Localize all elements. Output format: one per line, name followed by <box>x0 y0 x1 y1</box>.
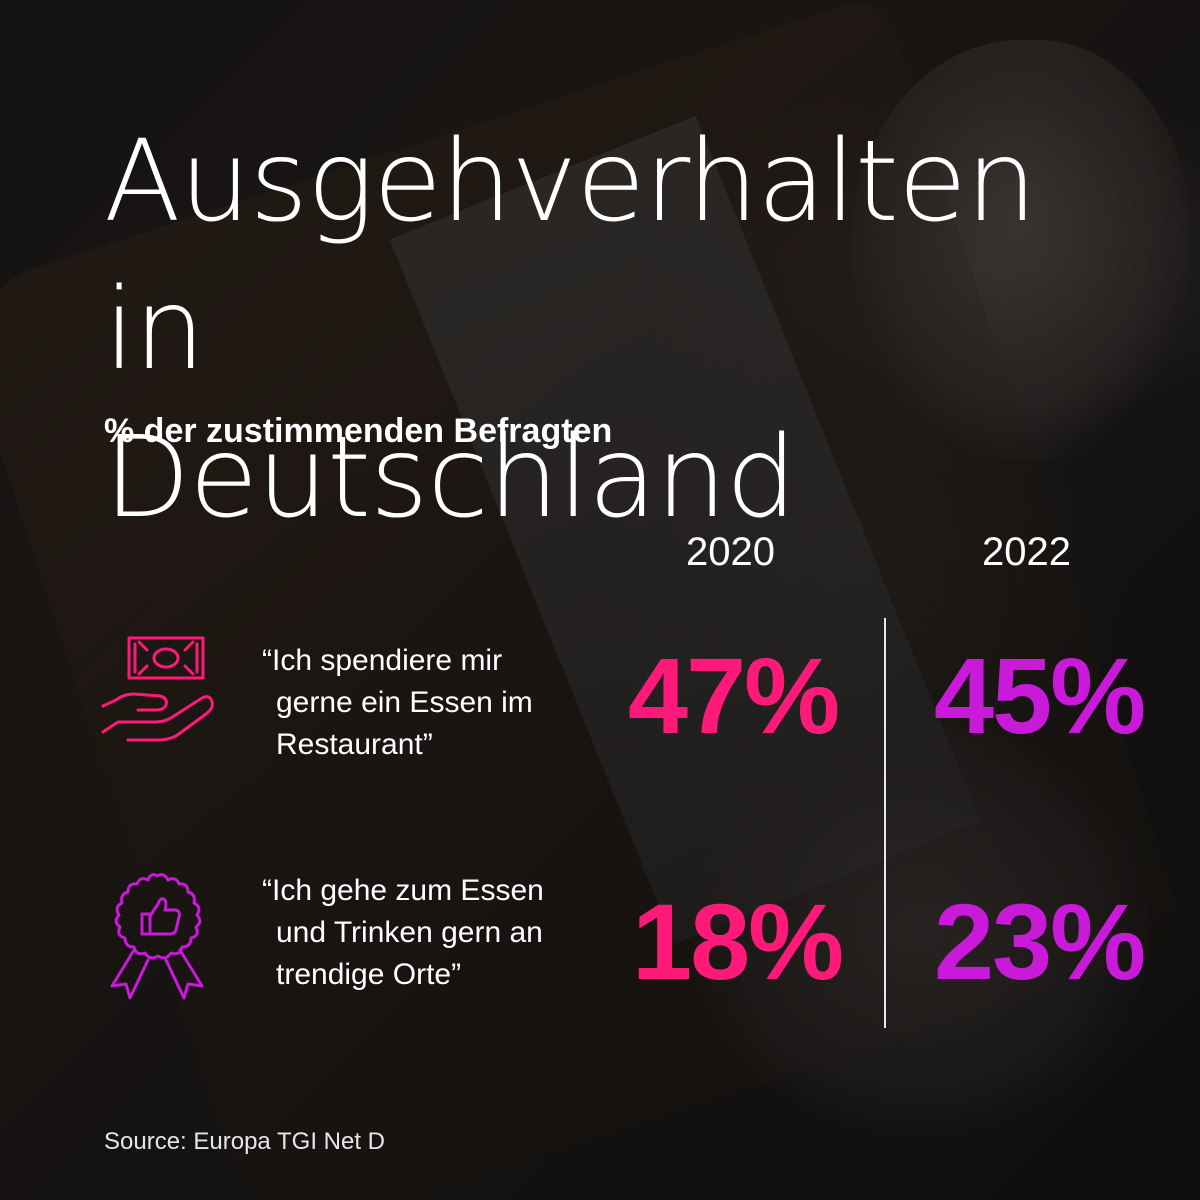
row-1-statement-line-3: Restaurant” <box>276 728 433 761</box>
row-1-statement-line-1: “Ich spendiere mir <box>262 644 503 677</box>
row-2-value-2020: 18% <box>632 881 844 1002</box>
money-hand-icon <box>101 636 214 742</box>
chart-title-line-2: Deutschland <box>104 413 797 543</box>
row-2-statement-line-1: “Ich gehe zum Essen <box>262 874 544 907</box>
row-2-statement-line-3: trendige Orte” <box>276 958 462 991</box>
row-2-value-2022: 23% <box>934 881 1146 1002</box>
source-note: Source: Europa TGI Net D <box>104 1128 386 1155</box>
column-divider <box>884 618 886 1028</box>
background-hand-top <box>850 40 1190 460</box>
chart-title-line-1: Ausgehverhalten in <box>104 117 1037 395</box>
row-1-value-2022: 45% <box>934 635 1146 756</box>
chart-title: Ausgehverhalten in Deutschland <box>104 108 1104 552</box>
row-1-value-2020: 47% <box>628 635 840 756</box>
background-hand-bottom <box>690 720 1150 1140</box>
chart-subtitle: % der zustimmenden Befragten <box>104 412 613 450</box>
row-1-statement-line-2: gerne ein Essen im <box>276 686 533 719</box>
column-header-2022: 2022 <box>982 530 1071 574</box>
row-1-statement: “Ich spendiere mir gerne ein Essen im Re… <box>262 640 602 766</box>
column-header-2020: 2020 <box>686 530 775 574</box>
award-thumbs-up-icon <box>110 873 204 1000</box>
row-2-statement: “Ich gehe zum Essen und Trinken gern an … <box>262 870 602 996</box>
row-2-statement-line-2: und Trinken gern an <box>276 916 543 949</box>
